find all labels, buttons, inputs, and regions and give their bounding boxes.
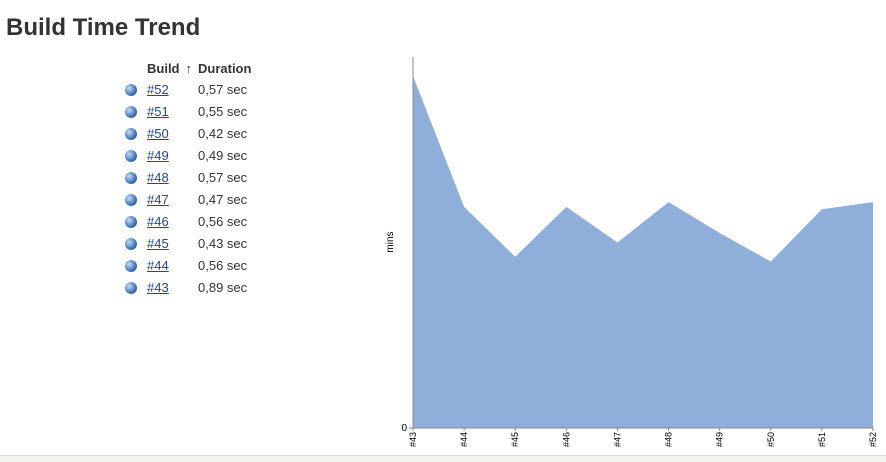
x-tick-label: #43 (408, 432, 418, 447)
build-link[interactable]: #44 (147, 257, 169, 273)
build-row: #51 0,55 sec (122, 100, 254, 122)
build-row: #52 0,57 sec (122, 78, 254, 100)
duration: 0,43 sec (198, 235, 248, 251)
x-tick-label: #48 (664, 432, 674, 447)
build-row: #45 0,43 sec (122, 232, 254, 254)
build-cell: #43 (144, 276, 183, 298)
status-ball (125, 127, 137, 140)
column-header[interactable]: Duration (198, 60, 252, 76)
build-cell: #51 (144, 100, 183, 122)
build-cell: #46 (144, 210, 183, 232)
build-cell: #44 (144, 254, 183, 276)
build-cell: #48 (144, 166, 183, 188)
build-link[interactable]: #48 (147, 169, 169, 185)
status-ball (125, 259, 137, 272)
status-cell (122, 100, 144, 122)
build-link[interactable]: #46 (147, 213, 169, 229)
build-row: #43 0,89 sec (122, 276, 254, 298)
build-link[interactable]: #45 (147, 235, 169, 251)
status-cell (122, 122, 144, 144)
duration: 0,56 sec (198, 213, 248, 229)
build-cell: #47 (144, 188, 183, 210)
status-cell (122, 144, 144, 166)
build-cell: #45 (144, 232, 183, 254)
x-tick-label: #44 (459, 432, 469, 447)
duration: 0,56 sec (198, 257, 248, 273)
duration: 0,49 sec (198, 147, 248, 163)
status-cell (122, 166, 144, 188)
x-tick-label: #52 (868, 432, 878, 447)
status-ball (125, 215, 137, 228)
duration: 0,57 sec (198, 81, 248, 97)
build-link[interactable]: #51 (147, 103, 169, 119)
build-link[interactable]: #43 (147, 279, 169, 295)
y-axis-label: mins (385, 231, 396, 252)
status-ball (125, 171, 137, 184)
footer-bar (0, 455, 886, 462)
status-ball (125, 193, 137, 206)
build-row: #49 0,49 sec (122, 144, 254, 166)
x-tick-label: #45 (510, 432, 520, 447)
page-title: Build Time Trend (6, 14, 201, 41)
build-row: #50 0,42 sec (122, 122, 254, 144)
build-link[interactable]: #49 (147, 147, 169, 163)
status-ball (125, 83, 137, 96)
build-link[interactable]: #52 (147, 81, 169, 97)
status-ball (125, 281, 137, 294)
status-cell (122, 210, 144, 232)
sort-arrow[interactable]: ↑ (185, 60, 193, 76)
status-ball (125, 237, 137, 250)
x-tick-label: #47 (612, 432, 622, 447)
build-link[interactable]: #47 (147, 191, 169, 207)
build-row: #44 0,56 sec (122, 254, 254, 276)
status-cell (122, 188, 144, 210)
x-tick-label: #51 (817, 432, 827, 447)
status-cell (122, 276, 144, 298)
status-cell (122, 254, 144, 276)
status-ball (125, 105, 137, 118)
build-link[interactable]: #50 (147, 125, 169, 141)
duration: 0,47 sec (198, 191, 248, 207)
x-tick-label: #50 (766, 432, 776, 447)
status-cell (122, 232, 144, 254)
x-tick-label: #49 (715, 432, 725, 447)
build-row: #47 0,47 sec (122, 188, 254, 210)
duration: 0,89 sec (198, 279, 248, 295)
build-table: Build ↑ Duration #52 0,57 sec #51 0,55 sec #… (122, 58, 254, 298)
duration: 0,55 sec (198, 103, 248, 119)
build-row: #48 0,57 sec (122, 166, 254, 188)
build-cell: #50 (144, 122, 183, 144)
y-tick-label: 0 (401, 423, 407, 434)
build-row: #46 0,56 sec (122, 210, 254, 232)
duration: 0,57 sec (198, 169, 248, 185)
status-ball (125, 149, 137, 162)
duration: 0,42 sec (198, 125, 248, 141)
build-cell: #52 (144, 78, 183, 100)
area (413, 76, 873, 429)
build-cell: #49 (144, 144, 183, 166)
x-tick-label: #46 (561, 432, 571, 447)
column-header[interactable]: Build (147, 60, 180, 76)
status-cell (122, 78, 144, 100)
